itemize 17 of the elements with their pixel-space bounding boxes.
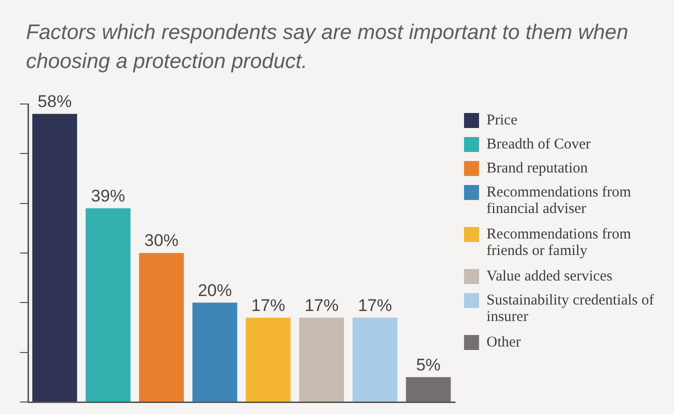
- chart-title: Factors which respondents say are most important to them when choosing a protection product.: [26, 20, 630, 75]
- data-label: 5%: [416, 355, 441, 374]
- legend-label: Breadth of Cover: [486, 136, 591, 152]
- legend-label: Price: [486, 112, 518, 128]
- legend-label: Sustainability credentials of insurer: [486, 292, 654, 325]
- data-label: 20%: [198, 280, 232, 300]
- data-label: 17%: [251, 296, 286, 315]
- data-label: 17%: [358, 296, 392, 315]
- legend-label: Value added services: [486, 268, 612, 284]
- data-label: 58%: [38, 92, 72, 112]
- data-label: 30%: [144, 231, 178, 250]
- legend-label: Other: [486, 334, 521, 350]
- legend-label: Recommendations from friends or family: [486, 226, 632, 259]
- data-label: 17%: [304, 296, 339, 315]
- data-label: 39%: [91, 186, 126, 206]
- legend-label: Recommendations from financial adviser: [486, 184, 632, 217]
- legend-label: Brand reputation: [486, 160, 588, 176]
